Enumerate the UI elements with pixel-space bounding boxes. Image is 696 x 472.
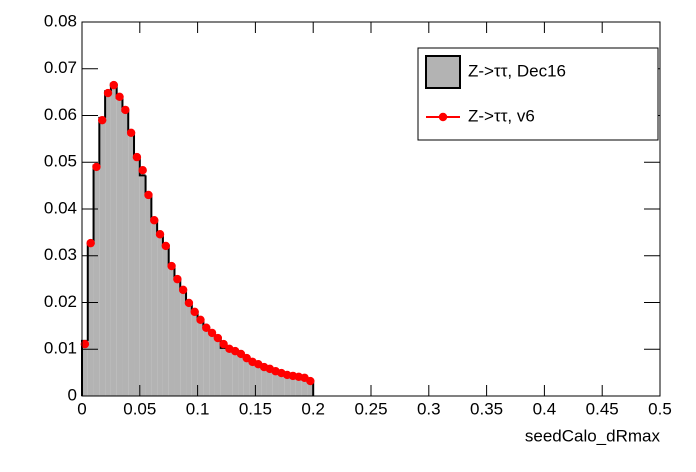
histogram-bar	[134, 157, 140, 396]
data-point	[115, 92, 124, 102]
histogram-bar	[128, 131, 135, 397]
y-tick-label: 0.07	[44, 58, 77, 77]
histogram-bar	[295, 376, 302, 396]
data-point	[196, 315, 205, 324]
histogram-bar	[122, 110, 129, 396]
data-point	[202, 323, 211, 332]
data-point	[144, 190, 153, 200]
histogram-bar	[301, 377, 308, 396]
histogram-bar	[220, 347, 227, 396]
data-point	[161, 241, 171, 251]
legend-swatch	[425, 55, 461, 89]
y-tick-label: 0.05	[44, 152, 77, 171]
data-point	[98, 115, 107, 125]
x-tick-label: 0.25	[354, 399, 387, 418]
x-tick-label: 0.2	[301, 399, 325, 418]
histogram-bar	[145, 194, 152, 396]
histogram-bar	[209, 331, 215, 396]
histogram-bar	[186, 302, 192, 396]
histogram-bar	[266, 368, 273, 396]
x-tick-label: 0.35	[470, 399, 503, 418]
data-point	[126, 128, 136, 137]
histogram-bar	[99, 117, 106, 397]
data-point	[236, 349, 246, 359]
histogram-bar	[151, 219, 158, 396]
frame	[81, 21, 661, 397]
histogram-bar	[93, 165, 100, 396]
data-point	[86, 238, 95, 248]
histogram-bar	[278, 372, 285, 396]
histogram-bar	[139, 175, 146, 396]
y-tick-label: 0.06	[44, 105, 77, 124]
histogram-bar	[232, 351, 239, 396]
data-point	[178, 285, 188, 295]
histogram-bar	[105, 91, 111, 396]
x-axis-label: seedCalo_dRmax	[525, 426, 661, 445]
data-point	[207, 328, 217, 338]
data-point	[109, 80, 118, 90]
histogram-bar	[197, 318, 204, 396]
data-point	[155, 230, 165, 239]
histogram-bar	[191, 310, 198, 396]
histogram-bar	[272, 370, 279, 396]
histogram-bar	[238, 353, 244, 396]
x-tick-label: 0.3	[417, 399, 441, 418]
legend-label: Z->ττ, v6	[468, 106, 535, 125]
y-tick-label: 0.04	[44, 198, 77, 217]
x-tick-label: 0.45	[586, 399, 619, 418]
x-tick-label: 0.15	[239, 399, 272, 418]
legend-marker	[438, 112, 448, 122]
data-point	[190, 307, 199, 317]
histogram-bar	[226, 349, 233, 396]
data-point	[103, 88, 113, 98]
y-tick-label: 0.01	[44, 339, 77, 358]
histogram-bar	[87, 244, 94, 396]
data-point	[92, 162, 101, 172]
y-tick-label: 0.08	[44, 11, 77, 30]
legend: Z->ττ, Dec16 Z->ττ, v6	[417, 47, 659, 141]
histogram-bar	[162, 244, 169, 396]
data-point	[121, 105, 130, 115]
data-point	[184, 298, 194, 308]
data-point	[213, 333, 223, 343]
histogram-bar	[110, 83, 117, 397]
histogram-bar	[214, 337, 221, 396]
data-point	[80, 339, 90, 349]
histogram-bar	[116, 97, 123, 397]
data-point	[173, 274, 182, 284]
data-point	[306, 376, 315, 386]
histogram-outline	[138, 157, 146, 177]
x-tick-label: 0.5	[648, 399, 672, 418]
histogram-bar	[255, 364, 262, 396]
y-tick-label: 0.03	[44, 245, 77, 264]
histogram-bar	[82, 340, 88, 396]
histogram-bar	[243, 357, 250, 396]
histogram-bar	[307, 381, 314, 396]
y-tick-label: 0.02	[44, 292, 77, 311]
x-tick-label: 0.1	[186, 399, 210, 418]
histogram-bar	[203, 326, 210, 396]
legend-label: Z->ττ, Dec16	[468, 61, 566, 80]
histogram-bar	[261, 366, 267, 396]
x-tick-label: 0.4	[533, 399, 557, 418]
histogram-bar	[290, 375, 296, 396]
data-point	[138, 165, 147, 175]
x-tick-label: 0.05	[123, 399, 156, 418]
histogram-bar	[174, 278, 181, 396]
data-point	[219, 339, 228, 349]
histogram-bar	[168, 265, 175, 396]
x-tick-label: 0	[77, 399, 86, 418]
histogram-bar	[284, 374, 291, 396]
data-point	[167, 261, 176, 271]
histogram-bar	[157, 234, 163, 396]
histogram-bar	[180, 288, 187, 396]
histogram-bar	[249, 361, 256, 396]
y-tick-label: 0	[68, 385, 77, 404]
data-point	[132, 152, 142, 162]
data-point	[150, 216, 159, 225]
